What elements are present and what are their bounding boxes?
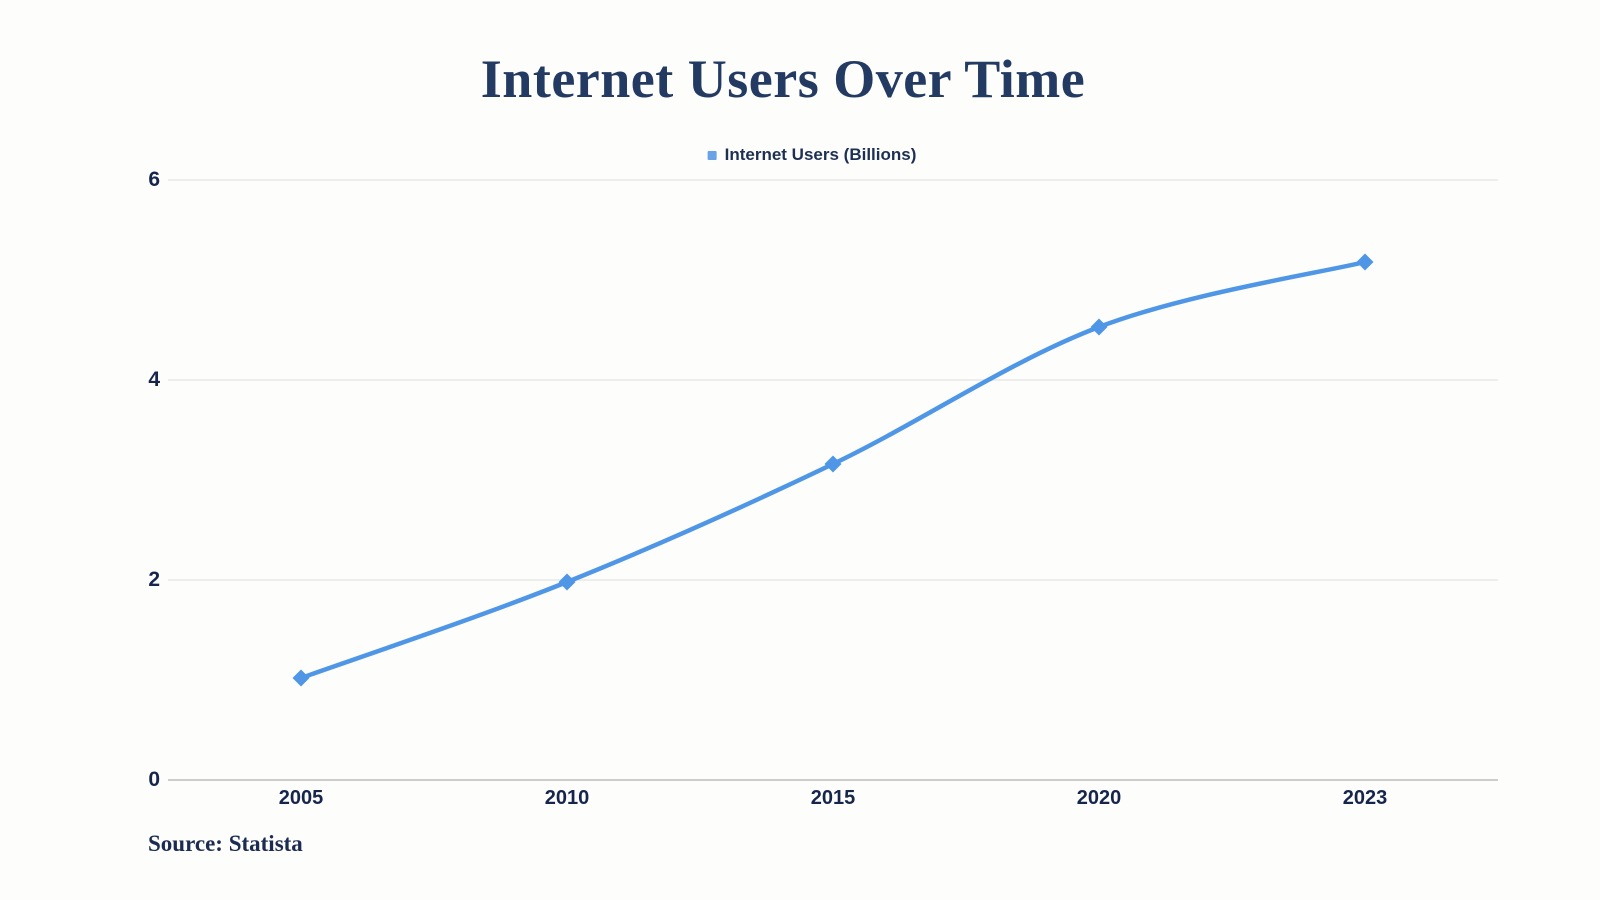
x-tick-label: 2005 [278,787,324,809]
x-tick-label: 2023 [1342,787,1388,809]
legend-label: Internet Users (Billions) [724,145,917,164]
legend: Internet Users (Billions) [707,145,917,165]
data-point-marker [1090,318,1108,336]
source-caption: Source: Statista [148,831,303,856]
data-point-marker [558,573,576,591]
x-tick-label: 2015 [810,787,856,809]
y-tick-label: 0 [148,768,160,791]
x-tick-label: 2010 [544,787,590,809]
y-tick-label: 2 [148,568,160,591]
legend-marker-square-icon [707,150,717,160]
chart-title: Internet Users Over Time [480,49,1086,109]
y-tick-label: 6 [148,168,160,191]
data-point-marker [824,455,842,473]
data-point-marker [1356,253,1374,271]
x-tick-label: 2020 [1076,787,1122,809]
data-point-marker [292,669,310,687]
y-tick-label: 4 [148,368,160,391]
